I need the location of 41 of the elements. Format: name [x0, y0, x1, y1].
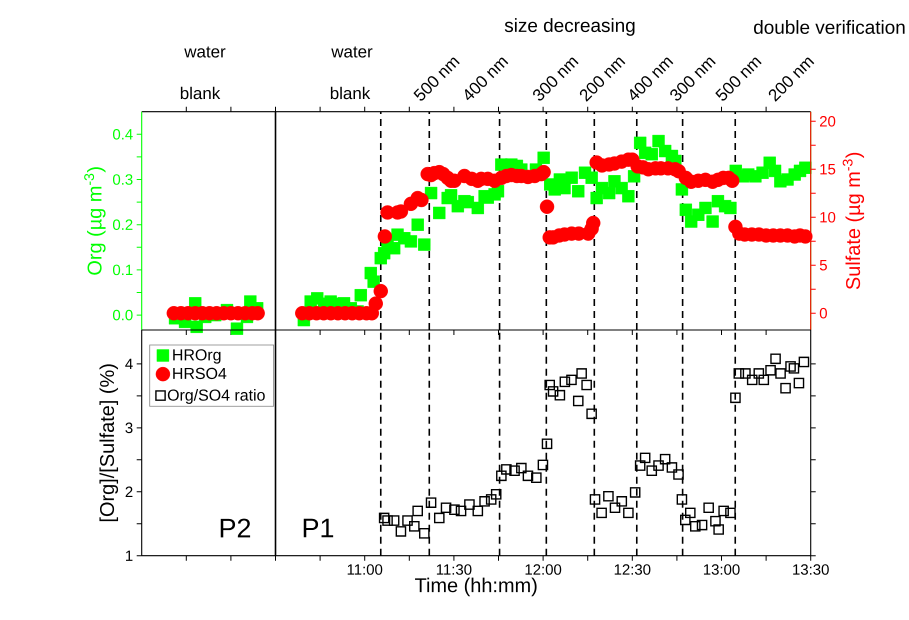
y2-tick-label: 5 [820, 260, 827, 270]
x-tick-label: 12:00 [526, 564, 562, 575]
text: water [331, 46, 372, 58]
ref-line-label: 300 nm [533, 58, 579, 101]
y-tick-label: 0.4 [112, 129, 133, 140]
ref-line-label: 500 nm [715, 58, 762, 101]
text: size decreasing [504, 18, 634, 36]
x-tick-label: 13:00 [704, 564, 740, 575]
y-tick-label: 3 [125, 422, 133, 434]
text: water [184, 46, 226, 58]
y2-axis-title: Sulfate (µg m$^{-3}$) [842, 152, 864, 290]
ref-line-label: 200 nm [768, 58, 814, 102]
y-axis-title: [Org]/[Sulfate] (%) [99, 364, 118, 522]
ref-line-label: 400 nm [464, 58, 508, 100]
x-tick-label: 11:30 [436, 564, 472, 575]
y-tick-label: 0.1 [112, 264, 132, 276]
legend-label: HRSO4 [173, 368, 226, 380]
annotation: P2 [220, 518, 250, 538]
x-tick-label: 12:30 [614, 564, 650, 575]
y-tick-label: 2 [126, 486, 132, 497]
legend-label: HROrg [173, 349, 220, 364]
y-tick-label: 1 [126, 550, 132, 561]
x-tick-label: 11:00 [348, 564, 382, 575]
ref-line-label: 200 nm [580, 58, 626, 102]
y-axis-title: Org (µg m$^{-3}$) [84, 167, 106, 275]
x-tick-label: 13:30 [793, 564, 829, 575]
y2-tick-label: 0 [820, 308, 827, 318]
annotation: P1 [304, 518, 334, 538]
y2-tick-label: 15 [820, 164, 836, 174]
x-axis-title: Time (hh:mm) [415, 578, 537, 596]
legend-label: Org/SO4 ratio [168, 389, 265, 404]
text: blank [330, 86, 370, 100]
y2-tick-label: 20 [820, 116, 836, 127]
text: blank [180, 86, 220, 100]
y-tick-label: 0.0 [112, 310, 133, 320]
y-tick-label: 0.2 [112, 219, 132, 230]
y-tick-label: 0.3 [112, 174, 133, 185]
ref-line-label: 500 nm [413, 58, 460, 101]
y2-tick-label: 10 [820, 212, 836, 223]
text: double verification [754, 20, 905, 34]
y-tick-label: 4 [125, 358, 133, 370]
